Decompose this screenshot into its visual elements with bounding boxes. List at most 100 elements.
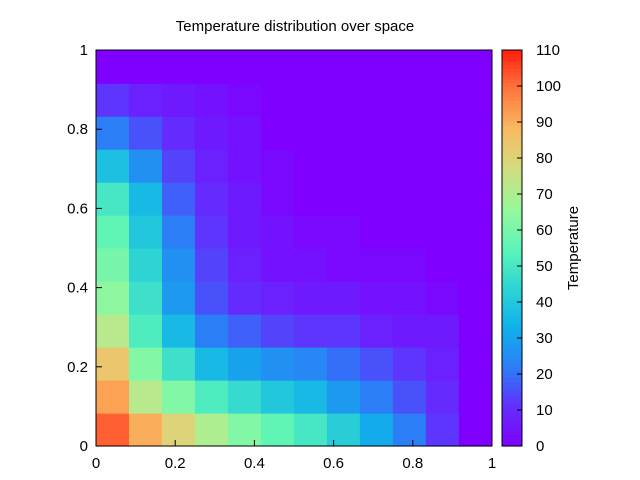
colorbar-segment xyxy=(502,233,522,238)
colorbar-segment xyxy=(502,183,522,188)
y-tick-label: 0.4 xyxy=(67,280,88,297)
heatmap-cell xyxy=(194,182,229,216)
colorbar-segment xyxy=(502,345,522,350)
colorbar-segment xyxy=(502,363,522,368)
heatmap-cell xyxy=(227,215,262,249)
heatmap-cell xyxy=(359,50,394,84)
heatmap-cell xyxy=(194,149,229,183)
heatmap-cell xyxy=(128,314,163,348)
colorbar-segment xyxy=(502,298,522,303)
heatmap-cell xyxy=(128,149,163,183)
y-axis-ticks: 0 0.2 0.4 0.6 0.8 1 xyxy=(67,42,102,455)
heatmap-cell xyxy=(227,149,262,183)
heatmap-cell xyxy=(392,116,427,150)
heatmap-cell xyxy=(326,116,361,150)
colorbar-segment xyxy=(502,114,522,119)
heatmap-cell xyxy=(293,413,328,447)
colorbar-segment xyxy=(502,420,522,425)
colorbar-tick-label: 90 xyxy=(536,114,553,131)
colorbar-segment xyxy=(502,194,522,199)
colorbar-segment xyxy=(502,226,522,231)
colorbar-segment xyxy=(502,280,522,285)
heatmap-cell xyxy=(260,380,295,414)
heatmap-cell xyxy=(161,149,196,183)
colorbar-segment xyxy=(502,406,522,411)
heatmap-cell xyxy=(128,347,163,381)
colorbar-segment xyxy=(502,78,522,83)
colorbar-segment xyxy=(502,96,522,101)
colorbar-tick-label: 110 xyxy=(536,42,560,59)
colorbar-segment xyxy=(502,93,522,98)
heatmap-cell xyxy=(128,413,163,447)
colorbar-segment xyxy=(502,255,522,260)
x-tick-label: 0.2 xyxy=(165,455,186,472)
heatmap-cell xyxy=(326,314,361,348)
heatmap-cell xyxy=(194,248,229,282)
heatmap-cell xyxy=(128,182,163,216)
heatmap-cell xyxy=(194,50,229,84)
colorbar-segment xyxy=(502,143,522,148)
colorbar-segment xyxy=(502,388,522,393)
colorbar-segment xyxy=(502,111,522,116)
heatmap-cell xyxy=(161,347,196,381)
colorbar-segment xyxy=(502,262,522,267)
heatmap-cell xyxy=(194,380,229,414)
colorbar-segment xyxy=(502,273,522,278)
colorbar-segment xyxy=(502,132,522,137)
heatmap-cell xyxy=(425,347,460,381)
colorbar-tick-label: 0 xyxy=(536,438,544,455)
heatmap-cell xyxy=(326,281,361,315)
heatmap-cell xyxy=(260,50,295,84)
colorbar-segment xyxy=(502,57,522,62)
y-tick-label: 0 xyxy=(80,438,88,455)
heatmap-cell xyxy=(260,347,295,381)
colorbar-segment xyxy=(502,89,522,94)
heatmap-cell xyxy=(227,347,262,381)
heatmap-cell xyxy=(359,149,394,183)
y-tick-label: 0.2 xyxy=(67,359,88,376)
plot-frame xyxy=(95,49,493,447)
heatmap-cell xyxy=(425,116,460,150)
colorbar-segment xyxy=(502,359,522,364)
colorbar-segment xyxy=(502,284,522,289)
colorbar-segment xyxy=(502,287,522,292)
colorbar-segment xyxy=(502,438,522,443)
colorbar-segment xyxy=(502,327,522,332)
colorbar-segment xyxy=(502,129,522,134)
heatmap-cell xyxy=(128,83,163,117)
colorbar-segment xyxy=(502,352,522,357)
heatmap-cell xyxy=(458,248,493,282)
colorbar xyxy=(501,49,523,447)
x-axis-ticks: 0 0.2 0.4 0.6 0.8 1 xyxy=(92,440,496,472)
colorbar-segment xyxy=(502,82,522,87)
heatmap-cell xyxy=(392,149,427,183)
colorbar-segment xyxy=(502,392,522,397)
colorbar-segment xyxy=(502,50,522,55)
colorbar-segment xyxy=(502,374,522,379)
heatmap-cell xyxy=(161,215,196,249)
heatmap-cell xyxy=(161,83,196,117)
colorbar-segment xyxy=(502,222,522,227)
colorbar-segment xyxy=(502,330,522,335)
heatmap-cell xyxy=(128,380,163,414)
colorbar-segment xyxy=(502,312,522,317)
colorbar-segment xyxy=(502,334,522,339)
heatmap-cell xyxy=(392,347,427,381)
colorbar-segment xyxy=(502,201,522,206)
heatmap-cell xyxy=(359,215,394,249)
colorbar-tick-label: 30 xyxy=(536,330,553,347)
heatmap-cell xyxy=(96,50,130,84)
heatmap-cell xyxy=(392,83,427,117)
colorbar-segment xyxy=(502,71,522,76)
heatmap-cell xyxy=(260,413,295,447)
colorbar-segment xyxy=(502,377,522,382)
heatmap-cell xyxy=(392,413,427,447)
heatmap-cell xyxy=(128,50,163,84)
colorbar-segment xyxy=(502,428,522,433)
colorbar-segment xyxy=(502,305,522,310)
heatmap-cell xyxy=(260,83,295,117)
colorbar-segment xyxy=(502,75,522,80)
heatmap-cell xyxy=(425,281,460,315)
colorbar-segment xyxy=(502,219,522,224)
heatmap-cell xyxy=(458,347,493,381)
